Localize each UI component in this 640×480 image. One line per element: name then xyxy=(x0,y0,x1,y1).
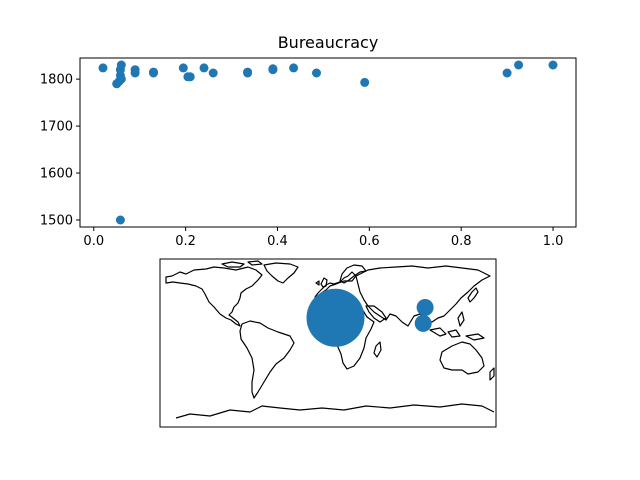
x-tick-label: 0.6 xyxy=(359,234,380,249)
x-tick-label: 0.8 xyxy=(451,234,472,249)
scatter-point xyxy=(502,68,512,78)
scatter-point xyxy=(149,67,158,77)
new-zealand-coastline xyxy=(489,367,495,381)
japan-coastline xyxy=(467,287,479,303)
chart-title: Bureaucracy xyxy=(278,33,379,52)
scatter-point xyxy=(98,63,108,73)
map-marker xyxy=(416,299,434,316)
maritime-asia-coastline xyxy=(429,311,485,341)
scatter-plot: Bureaucracy 0.0 0.2 0.4 0.6 0.8 1.0 150016001… xyxy=(40,33,577,249)
scatter-points xyxy=(98,60,558,225)
madagascar-coastline xyxy=(373,341,382,358)
x-tick-label: 0.2 xyxy=(175,234,196,249)
scatter-point xyxy=(115,215,125,225)
map-markers xyxy=(306,288,434,347)
scatter-point xyxy=(116,60,126,70)
x-tick-label: 1.0 xyxy=(543,234,564,249)
scatter-point xyxy=(130,65,140,75)
y-axis-ticks: 1500 1600 1700 1800 xyxy=(40,73,80,228)
scatter-point xyxy=(360,77,370,87)
antarctica-coastline xyxy=(175,403,495,419)
map-marker xyxy=(306,288,365,347)
y-tick-label: 1600 xyxy=(40,167,73,182)
arctic-islands-coastline xyxy=(221,260,263,268)
scatter-point xyxy=(312,68,321,78)
scatter-point xyxy=(199,63,209,73)
scatter-point xyxy=(514,60,524,70)
scatter-point xyxy=(178,63,188,73)
y-tick-label: 1500 xyxy=(40,213,73,228)
y-tick-label: 1700 xyxy=(40,120,73,135)
south-america-coastline xyxy=(239,320,295,399)
x-axis-ticks: 0.0 0.2 0.4 0.6 0.8 1.0 xyxy=(83,227,563,249)
north-america-coastline xyxy=(165,266,263,327)
scatter-point xyxy=(243,67,253,77)
world-map xyxy=(159,258,497,428)
greenland-coastline xyxy=(263,262,299,284)
scatter-point xyxy=(185,72,195,82)
scatter-point xyxy=(208,68,218,78)
plot-area-frame xyxy=(79,57,577,228)
british-isles-coastline xyxy=(315,277,328,288)
australia-coastline xyxy=(439,341,485,375)
asia-coastline xyxy=(355,265,491,327)
scatter-point xyxy=(548,60,558,70)
europe-coastline xyxy=(314,271,357,302)
scatter-point xyxy=(116,74,126,84)
scatter-point xyxy=(268,64,278,74)
y-tick-label: 1800 xyxy=(40,73,73,88)
arabia-coastline xyxy=(365,305,387,323)
x-tick-label: 0.0 xyxy=(83,234,104,249)
map-marker xyxy=(414,314,432,332)
x-tick-label: 0.4 xyxy=(267,234,288,249)
map-frame xyxy=(159,258,497,428)
scatter-point xyxy=(289,63,299,73)
